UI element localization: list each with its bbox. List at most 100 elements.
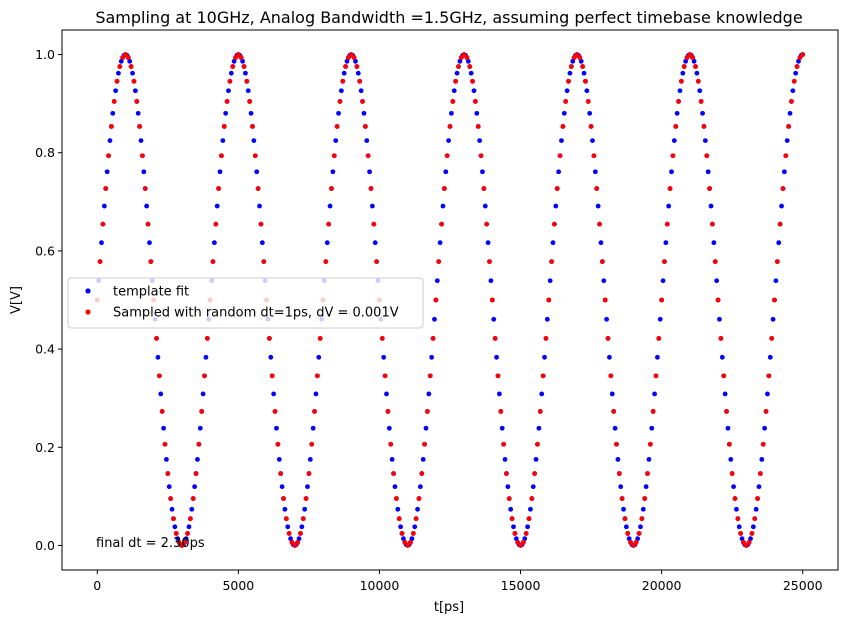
template-fit-point (434, 278, 440, 284)
sampled-point (439, 221, 444, 227)
sampled-point (258, 221, 264, 227)
template-fit-point (669, 169, 674, 175)
sampled-point (323, 259, 329, 264)
sampled-point (351, 55, 357, 60)
sampled-point (797, 55, 803, 60)
template-fit-point (401, 536, 406, 542)
sampled-point (224, 99, 230, 104)
template-fit-point (793, 70, 799, 76)
template-fit-point (223, 110, 229, 116)
x-axis: 0 5000 10000 15000 20000 25000 (93, 570, 823, 593)
sampled-point (425, 409, 430, 414)
sampled-point (667, 186, 673, 191)
y-axis: 0.0 0.2 0.4 0.6 0.8 1.0 (35, 47, 62, 553)
legend: template fit Sampled with random dt=1ps,… (67, 277, 424, 329)
template-fit-point (330, 169, 336, 175)
sampled-point (701, 124, 707, 129)
y-axis-label: V[V] (9, 286, 24, 314)
template-fit-point (607, 354, 612, 360)
sampled-point (233, 55, 238, 60)
sampled-point (419, 471, 425, 476)
template-fit-point (550, 240, 556, 246)
template-fit-point (381, 354, 387, 360)
sampled-point (789, 99, 794, 104)
sampled-point (712, 259, 718, 264)
template-fit-point (420, 457, 426, 462)
template-fit-point (657, 316, 663, 322)
sampled-point (743, 543, 749, 548)
sampled-point (772, 297, 777, 303)
template-fit-point (113, 88, 119, 94)
template-fit-point (536, 425, 542, 431)
sampled-point (117, 64, 123, 69)
sampled-point (741, 540, 746, 545)
template-fit-point (432, 316, 437, 322)
sampled-point (614, 441, 619, 447)
template-fit-point (155, 354, 161, 360)
sampled-point (602, 297, 608, 303)
sampled-point (746, 540, 752, 545)
sampled-point (405, 543, 411, 548)
template-fit-point (790, 88, 796, 94)
template-fit-point (739, 536, 745, 542)
sampled-point (250, 124, 255, 129)
template-fit-point (731, 484, 736, 490)
sampled-point (684, 55, 690, 60)
template-fit-point (251, 138, 257, 143)
sampled-point (447, 124, 453, 129)
template-fit-point (677, 88, 683, 94)
template-fit-point (228, 70, 234, 76)
template-fit-point (231, 58, 237, 64)
sampled-point (134, 99, 140, 104)
plot-area (61, 29, 839, 571)
template-fit-point (722, 391, 728, 397)
sampled-point (552, 221, 557, 227)
sampled-point (148, 259, 154, 264)
template-fit-point (386, 425, 392, 431)
sampled-point (721, 373, 727, 379)
template-fit-point (417, 484, 423, 490)
template-fit-point (361, 110, 367, 116)
template-fit-point (336, 110, 341, 116)
sampled-point (506, 496, 512, 501)
sampled-point (145, 221, 151, 227)
sampled-point (580, 64, 586, 69)
sampled-point (594, 186, 600, 191)
sampled-point (631, 543, 636, 548)
sampled-point (348, 52, 354, 57)
template-fit-point (226, 88, 231, 94)
x-tick-label: 20000 (642, 578, 682, 593)
sampled-point (704, 153, 710, 159)
sampled-point (670, 153, 676, 159)
sampled-point (633, 540, 639, 545)
sampled-point (478, 153, 484, 159)
sampled-point (783, 153, 789, 159)
template-fit-point (282, 506, 288, 512)
template-fit-point (694, 70, 700, 76)
template-fit-point (186, 524, 192, 530)
template-fit-point (353, 58, 358, 64)
sampled-point (577, 55, 583, 60)
sampled-point (487, 259, 492, 264)
sampled-point (464, 55, 470, 60)
legend-label-sampled: Sampled with random dt=1ps, dV = 0.001V (113, 306, 399, 321)
sampled-point (512, 531, 518, 536)
y-tick-label: 0.0 (35, 538, 55, 553)
sampled-point (340, 78, 346, 84)
template-fit-point (398, 524, 404, 530)
sampled-point (504, 471, 509, 476)
sampled-point (306, 471, 312, 476)
template-fit-point (429, 354, 435, 360)
template-fit-point (708, 203, 714, 209)
legend-frame (67, 277, 424, 329)
y-tick-label: 0.6 (35, 243, 55, 258)
sampled-point (625, 531, 631, 536)
sampled-point (261, 259, 267, 264)
sampled-point (729, 471, 735, 476)
sampled-point (309, 441, 315, 447)
template-fit-point (598, 240, 604, 246)
sampled-point (659, 297, 665, 303)
template-fit-point (753, 506, 759, 512)
template-fit-point (787, 110, 793, 116)
template-fit-point (547, 278, 553, 284)
